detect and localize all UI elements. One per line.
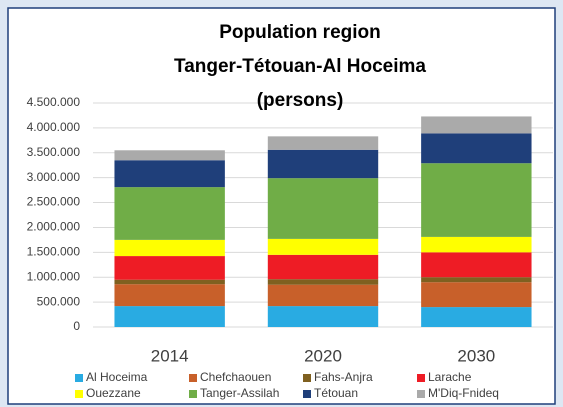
y-tick-label: 2.000.000 [27,220,81,234]
y-tick-label: 1.500.000 [27,245,81,259]
bar-segment [114,306,225,327]
bar-segment [421,236,532,253]
y-tick-label: 3.000.000 [27,170,81,184]
bar-segment [267,279,379,285]
bar-segment [421,163,532,237]
bar-segment [267,149,379,179]
bar-segment [421,116,532,134]
bar-segment [267,178,379,239]
x-tick-label: 2014 [151,346,189,365]
y-tick-label: 500.000 [37,294,81,308]
legend-label: Larache [428,370,472,384]
y-tick-label: 0 [73,319,80,333]
bar-segment [267,136,379,150]
bar-segment [421,307,532,327]
bar-segment [267,306,379,327]
chart-title: Tanger-Tétouan-Al Hoceima [174,56,426,77]
legend-swatch [75,374,83,382]
y-tick-label: 4.500.000 [27,95,81,109]
legend-label: Chefchaouen [200,370,271,384]
bar-segment [421,277,532,283]
bar-segment [421,133,532,164]
bar-segment [114,150,225,161]
x-tick-label: 2020 [304,346,342,365]
x-tick-label: 2030 [457,346,495,365]
legend-label: Ouezzane [86,386,141,400]
legend-label: Tanger-Assilah [200,386,279,400]
bar-segment [114,239,225,257]
bar-segment [114,187,225,240]
y-tick-label: 2.500.000 [27,195,81,209]
bar-segment [421,252,532,278]
bar-segment [421,282,532,308]
legend-swatch [189,390,197,398]
bar-segment [114,160,225,188]
legend-swatch [75,390,83,398]
bar-segment [267,238,379,255]
legend-swatch [417,390,425,398]
chart-title: (persons) [257,90,344,111]
legend-swatch [303,390,311,398]
legend-swatch [189,374,197,382]
bar-segment [114,256,225,280]
bar-segment [267,284,379,307]
legend-label: Al Hoceima [86,370,148,384]
legend-label: Fahs-Anjra [314,370,373,384]
bar-segment [114,279,225,285]
chart-title: Population region [219,22,381,43]
legend-label: M'Diq-Fnideq [428,386,499,400]
legend-label: Tétouan [314,386,358,400]
bar-segment [267,254,379,280]
y-tick-label: 4.000.000 [27,120,81,134]
bar-segment [114,284,225,307]
y-tick-label: 1.000.000 [27,269,81,283]
legend-swatch [417,374,425,382]
y-tick-label: 3.500.000 [27,145,81,159]
legend-swatch [303,374,311,382]
